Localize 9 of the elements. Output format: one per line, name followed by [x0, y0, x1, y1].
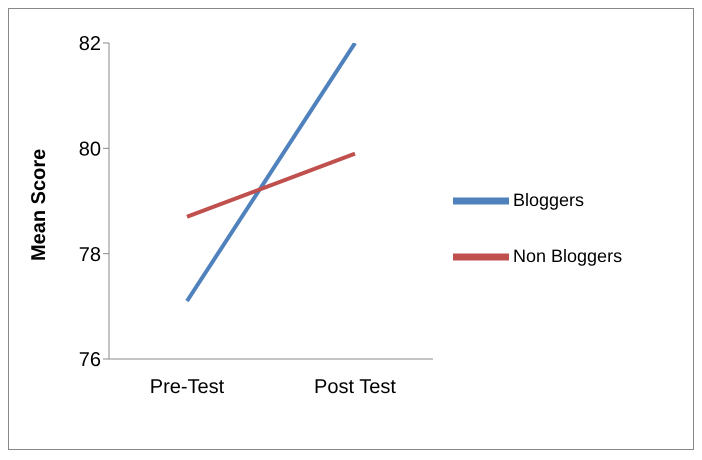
y-tick-label: 80 [78, 138, 101, 160]
legend-label: Non Bloggers [513, 246, 622, 266]
x-tick-label: Post Test [314, 376, 396, 398]
x-tick-label: Pre-Test [150, 376, 225, 398]
y-tick-label: 76 [78, 349, 101, 372]
y-tick-label: 82 [78, 33, 101, 56]
y-tick-label: 78 [78, 244, 101, 266]
y-axis-title: Mean Score [28, 148, 50, 261]
legend-label: Bloggers [513, 190, 584, 210]
